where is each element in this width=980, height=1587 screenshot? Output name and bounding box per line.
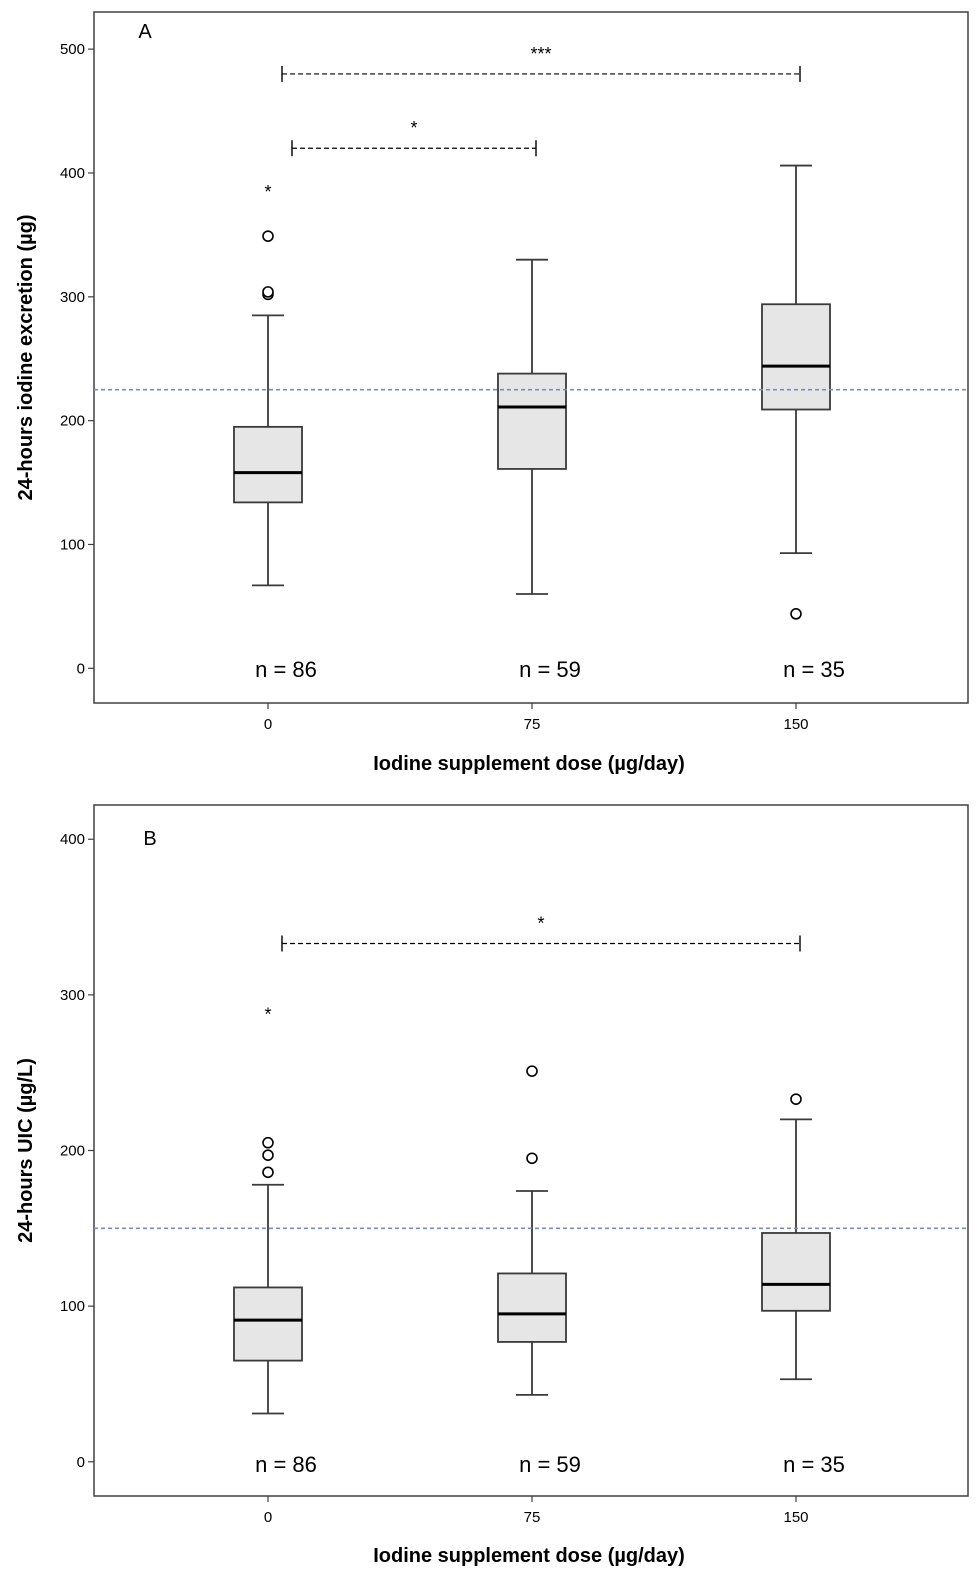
y-tick-label: 100 xyxy=(60,536,85,553)
box-150: n = 35 xyxy=(761,1093,845,1477)
significance-bracket: * xyxy=(291,118,537,157)
y-tick-label: 200 xyxy=(60,413,85,430)
outlier-point xyxy=(262,286,274,298)
x-axis-title: Iodine supplement dose (µg/day) xyxy=(373,1545,685,1567)
box-150: n = 35 xyxy=(761,164,845,682)
plot-frame xyxy=(93,11,969,704)
box-75: n = 59 xyxy=(497,258,581,682)
box-iqr xyxy=(761,1232,831,1312)
significance-bracket: * xyxy=(281,914,801,952)
n-label: n = 86 xyxy=(255,1452,317,1477)
x-tick-label: 75 xyxy=(524,1509,541,1526)
box-iqr xyxy=(497,1272,567,1343)
y-axis-title: 24-hours UIC (µg/L) xyxy=(15,1058,37,1243)
significance-label: * xyxy=(410,118,417,138)
y-tick-label: 300 xyxy=(60,987,85,1004)
y-tick-label: 0 xyxy=(77,1454,85,1471)
n-label: n = 35 xyxy=(783,1452,845,1477)
x-tick-label: 0 xyxy=(264,1509,272,1526)
y-tick-label: 200 xyxy=(60,1143,85,1160)
box-75: n = 59 xyxy=(497,1065,581,1477)
extreme-marker: * xyxy=(264,182,271,202)
significance-label: *** xyxy=(530,44,551,64)
y-tick-label: 100 xyxy=(60,1298,85,1315)
panel-label: B xyxy=(143,828,156,850)
y-tick-label: 300 xyxy=(60,289,85,306)
x-tick-label: 150 xyxy=(783,716,808,733)
outlier-point xyxy=(526,1152,538,1165)
panel-a: A 0 100 200 300 400 500 0 75 150 Iodine supplement… xyxy=(15,11,969,775)
significance-bracket: *** xyxy=(281,44,801,82)
outlier-point xyxy=(262,1166,274,1179)
outlier-point xyxy=(262,1149,274,1161)
n-label: n = 35 xyxy=(783,657,845,682)
outlier-point xyxy=(790,1093,802,1105)
panel-b: B 0 100 200 300 400 0 75 150 Iodine supplement do… xyxy=(15,804,969,1567)
box-iqr xyxy=(761,303,831,411)
n-label: n = 59 xyxy=(519,657,581,682)
n-label: n = 86 xyxy=(255,657,317,682)
significance-label: * xyxy=(537,914,544,934)
box-iqr xyxy=(233,425,303,504)
outlier-point xyxy=(526,1065,538,1077)
outlier-point xyxy=(262,1136,274,1149)
n-label: n = 59 xyxy=(519,1452,581,1477)
outlier-point xyxy=(262,230,274,242)
y-axis-title: 24-hours iodine excretion (µg) xyxy=(15,214,37,500)
extreme-marker: * xyxy=(264,1004,271,1024)
box-iqr xyxy=(497,372,567,470)
x-axis-title: Iodine supplement dose (µg/day) xyxy=(373,753,685,775)
box-0: * n = 86 xyxy=(233,182,317,682)
panel-label: A xyxy=(138,21,152,43)
x-tick-label: 0 xyxy=(264,716,272,733)
x-tick-label: 75 xyxy=(524,716,541,733)
y-tick-label: 0 xyxy=(77,660,85,677)
box-iqr xyxy=(233,1286,303,1362)
x-tick-label: 150 xyxy=(783,1509,808,1526)
y-tick-label: 400 xyxy=(60,831,85,848)
y-tick-label: 400 xyxy=(60,165,85,182)
plot-frame xyxy=(93,804,969,1497)
y-tick-label: 500 xyxy=(60,41,85,58)
box-0: * n = 86 xyxy=(233,1004,317,1477)
outlier-point xyxy=(790,608,802,620)
